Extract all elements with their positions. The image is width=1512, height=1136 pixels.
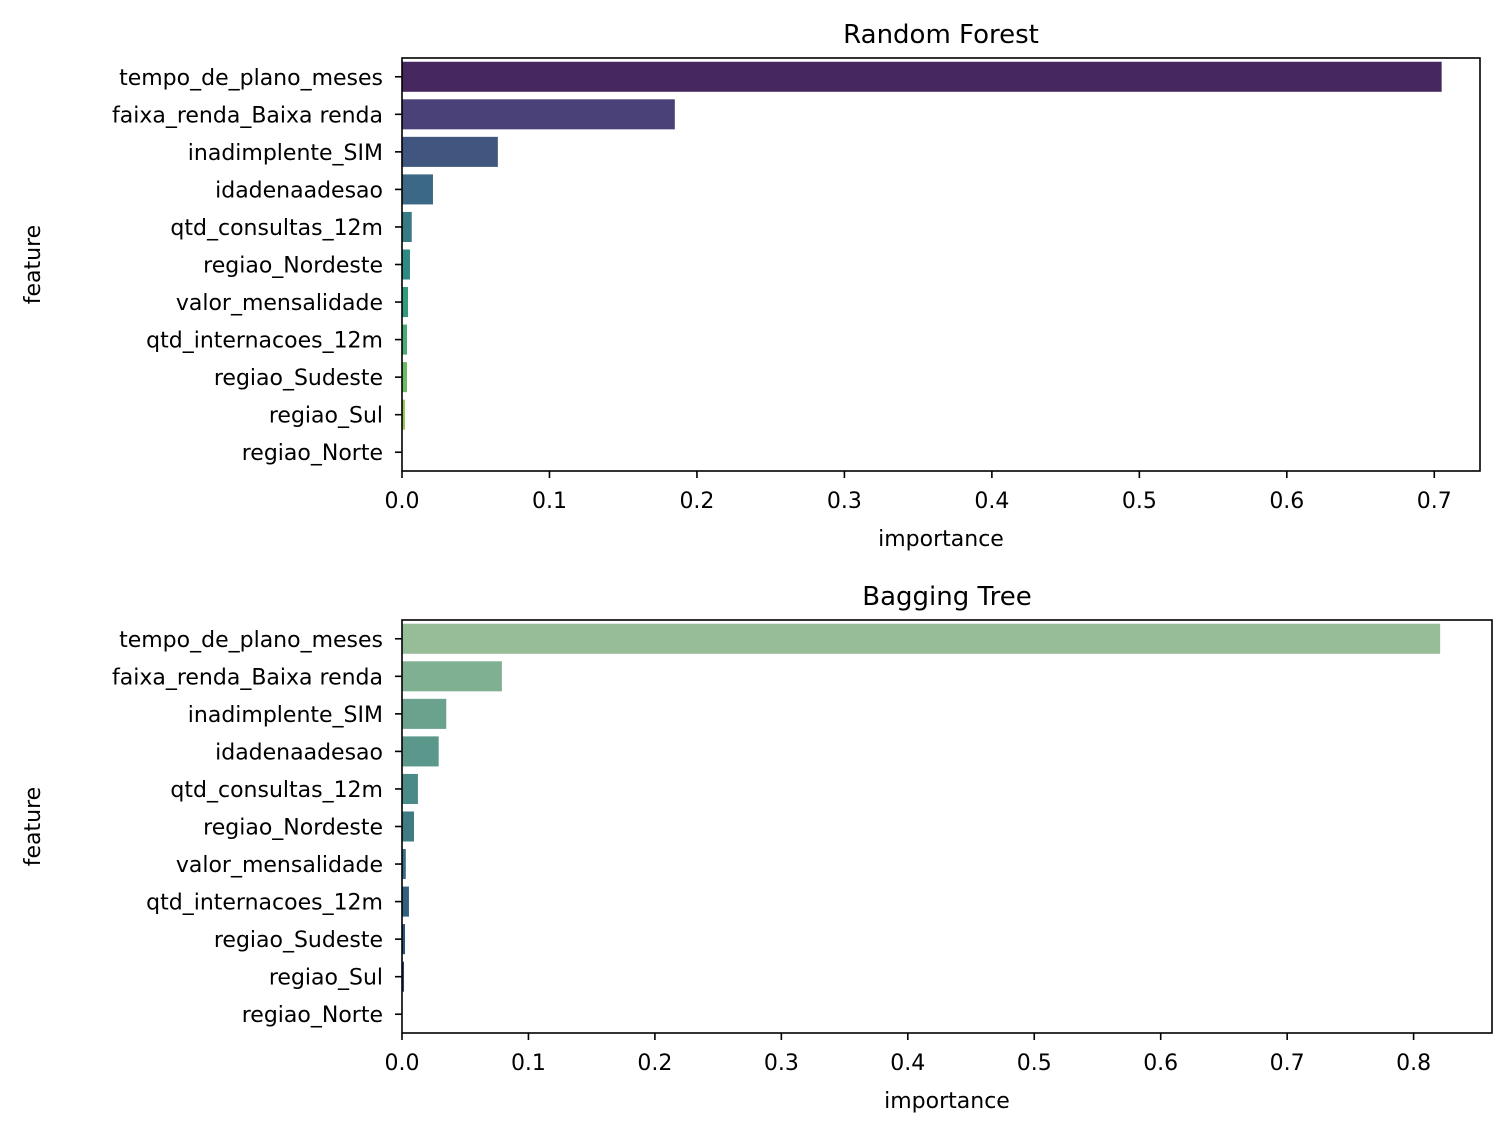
y-tick-label: valor_mensalidade [176,291,383,316]
bar [402,961,405,992]
bar [402,211,412,242]
x-tick-label: 0.3 [764,1051,799,1076]
x-tick-label: 0.2 [637,1051,672,1076]
bar [402,287,409,318]
x-tick-label: 0.8 [1396,1051,1431,1076]
y-tick-label: inadimplente_SIM [188,703,383,728]
x-tick-label: 0.1 [532,489,567,514]
y-tick-label: faixa_renda_Baixa renda [112,103,383,128]
y-tick-label: qtd_consultas_12m [170,778,383,803]
chart-title: Bagging Tree [862,582,1031,612]
y-tick-label: valor_mensalidade [176,853,383,878]
bar [402,174,433,205]
y-tick-label: regiao_Sul [269,966,383,991]
bar [402,399,405,430]
chart-panel-bagging-tree: tempo_de_plano_meses faixa_renda_Baixa re… [21,582,1493,1114]
y-tick-label: regiao_Sudeste [214,928,383,953]
x-axis-label: importance [878,527,1004,552]
bar [402,661,502,692]
x-tick-label: 0.4 [974,489,1009,514]
x-tick-label: 0.0 [385,1051,420,1076]
x-tick-label: 0.5 [1122,489,1157,514]
y-axis-label: feature [21,787,46,866]
y-tick-label: tempo_de_plano_meses [119,628,383,653]
y-tick-label: regiao_Nordeste [203,816,383,841]
x-tick-label: 0.2 [679,489,714,514]
bar [402,324,408,355]
bar [402,924,406,955]
bar [402,886,409,917]
x-tick-label: 0.7 [1417,489,1452,514]
bar [402,362,408,393]
bar [402,61,1442,92]
x-tick-label: 0.7 [1270,1051,1305,1076]
x-tick-label: 0.3 [827,489,862,514]
x-axis-label: importance [884,1089,1010,1114]
bar [402,136,498,167]
bar [402,736,439,767]
y-tick-label: regiao_Sul [269,404,383,429]
bar [402,773,418,804]
y-tick-label: regiao_Norte [242,1003,383,1028]
bar [402,698,447,729]
y-tick-label: regiao_Norte [242,441,383,466]
x-tick-label: 0.1 [511,1051,546,1076]
bar [402,811,415,842]
y-tick-label: regiao_Sudeste [214,366,383,391]
y-tick-label: inadimplente_SIM [188,141,383,166]
chart-panel-random-forest: tempo_de_plano_meses faixa_renda_Baixa re… [21,20,1481,552]
y-axis-label: feature [21,225,46,304]
x-tick-label: 0.4 [890,1051,925,1076]
y-tick-label: idadenaadesao [215,178,383,203]
y-tick-label: qtd_consultas_12m [170,216,383,241]
axes-frame [401,619,1493,1034]
x-tick-label: 0.5 [1017,1051,1052,1076]
chart-title: Random Forest [843,20,1039,50]
y-tick-label: idadenaadesao [215,740,383,765]
bar [402,623,1441,654]
bar [402,849,406,880]
x-tick-label: 0.0 [385,489,420,514]
x-tick-label: 0.6 [1143,1051,1178,1076]
y-tick-label: tempo_de_plano_meses [119,66,383,91]
x-tick-label: 0.6 [1269,489,1304,514]
y-tick-label: faixa_renda_Baixa renda [112,665,383,690]
bar [402,99,675,130]
y-tick-label: qtd_internacoes_12m [146,891,383,916]
y-tick-label: qtd_internacoes_12m [146,329,383,354]
y-tick-label: regiao_Nordeste [203,254,383,279]
bar [402,249,410,280]
axes-frame [401,57,1481,472]
